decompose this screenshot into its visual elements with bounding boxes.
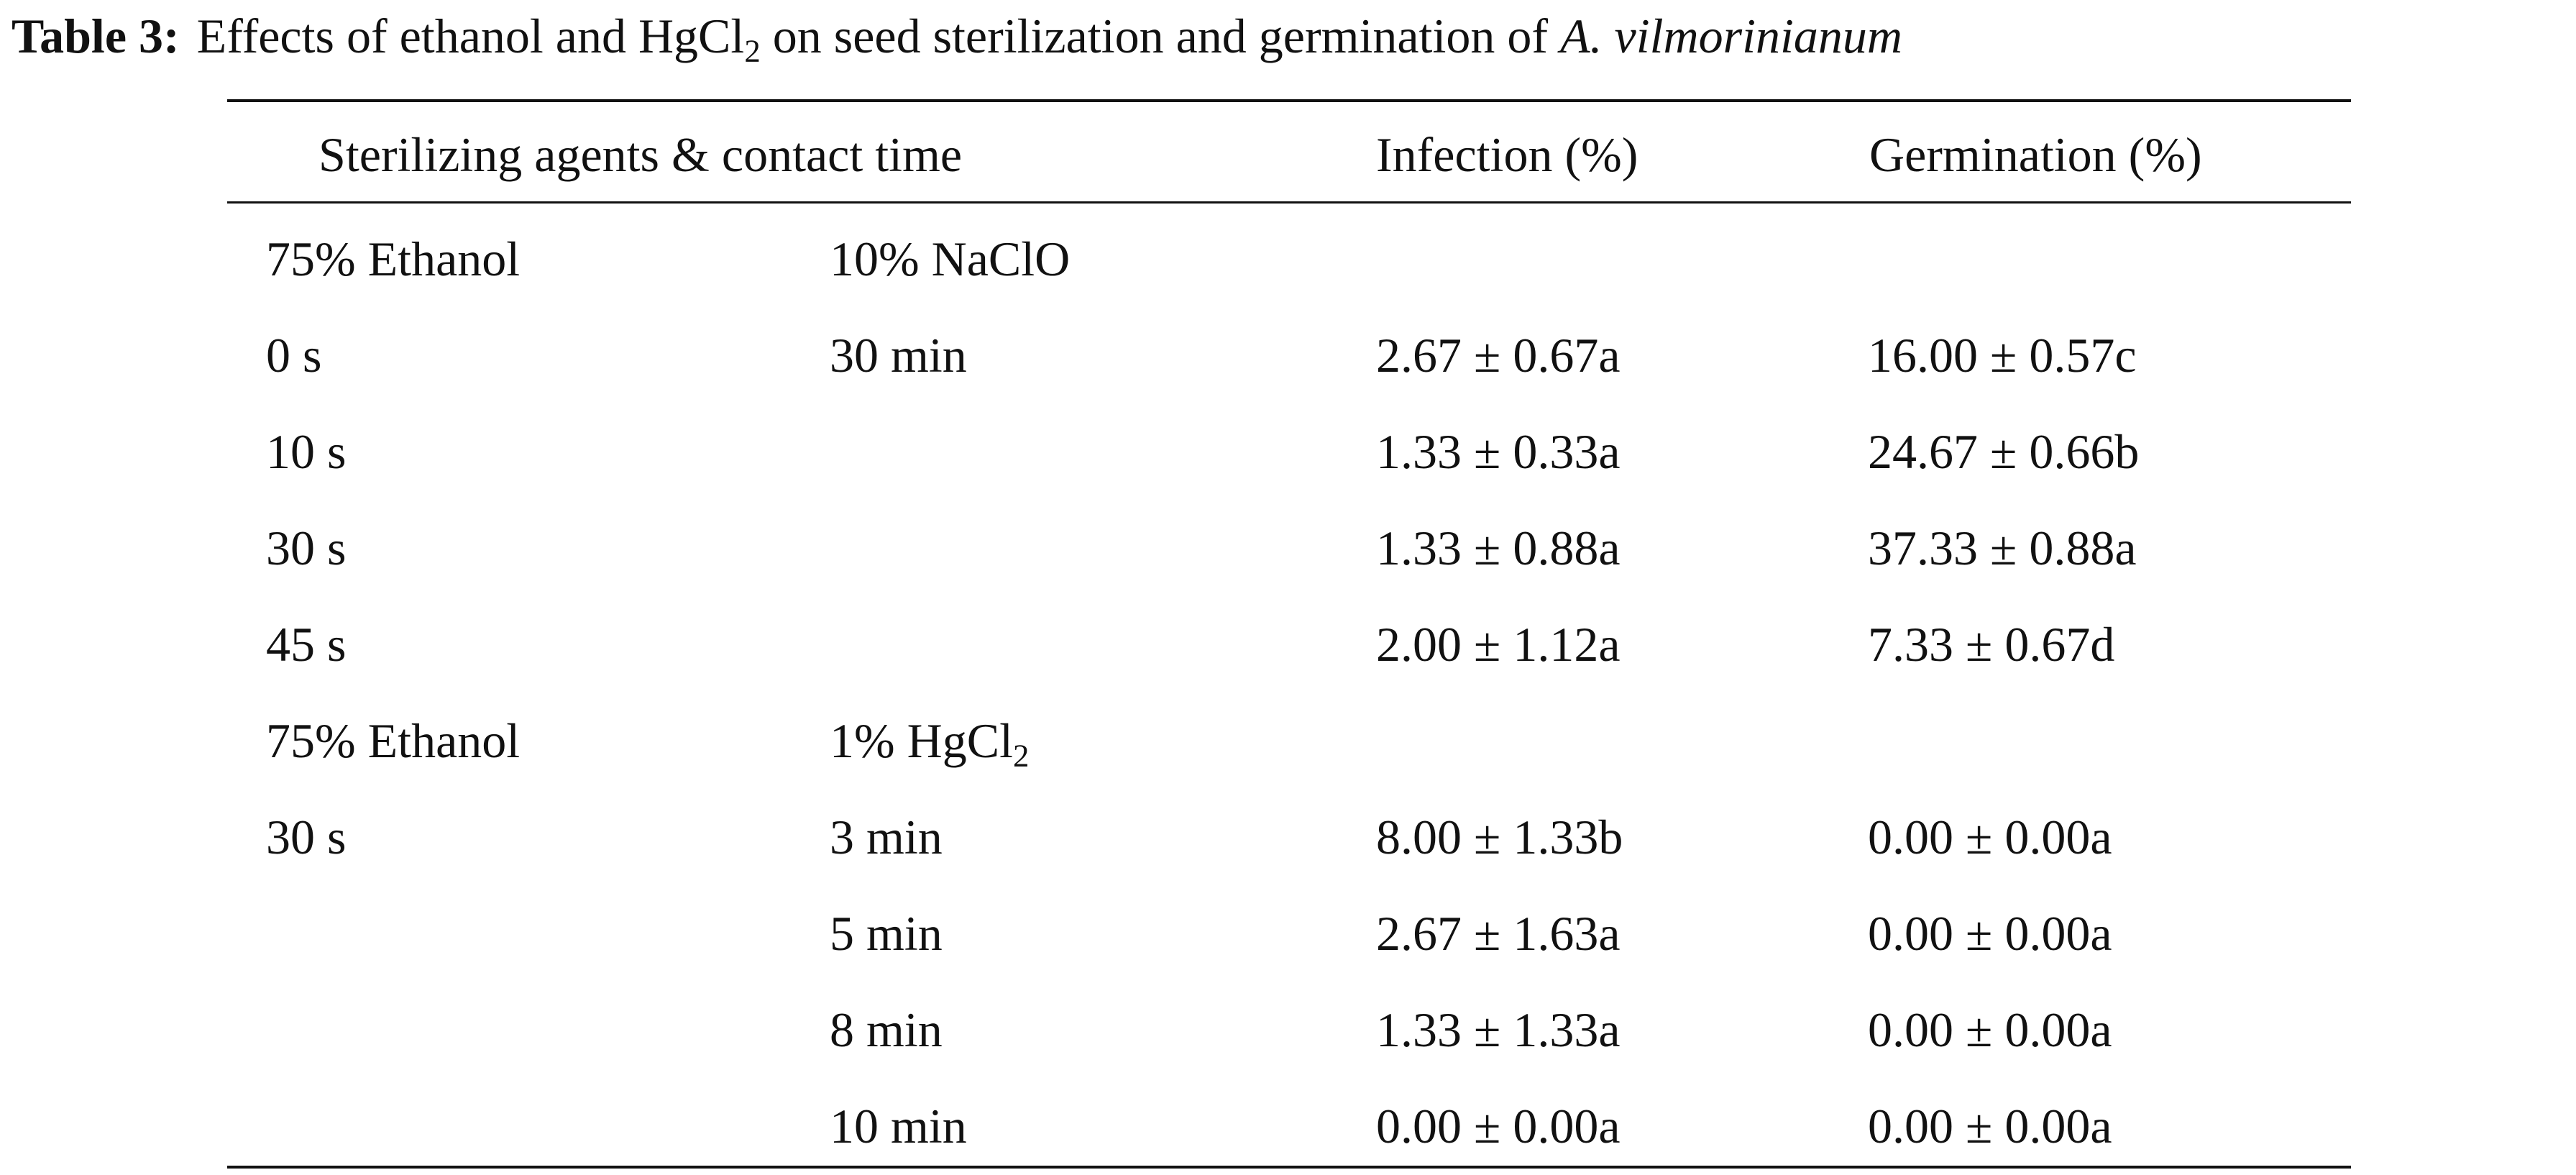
cell-germination: 0.00 ± 0.00a bbox=[1868, 801, 2112, 873]
cell-infection: 1.33 ± 0.33a bbox=[1376, 416, 1621, 488]
table-bottom-rule bbox=[227, 1166, 2351, 1169]
cell-agent: 8 min bbox=[830, 994, 943, 1066]
header-infection: Infection (%) bbox=[1376, 127, 1638, 182]
cell-text: 5 min bbox=[830, 906, 943, 961]
cell-text: 10% NaClO bbox=[830, 232, 1071, 286]
cell-agent: 10 min bbox=[830, 1090, 967, 1162]
cell-text: 30 min bbox=[830, 328, 967, 383]
cell-text: 0.00 ± 0.00a bbox=[1868, 810, 2112, 864]
cell-text: 7.33 ± 0.67d bbox=[1868, 617, 2115, 672]
cell-germination: 24.67 ± 0.66b bbox=[1868, 416, 2139, 488]
cell-germination: 0.00 ± 0.00a bbox=[1868, 1090, 2112, 1162]
cell-text: 45 s bbox=[266, 617, 347, 672]
cell-ethanol: 75% Ethanol bbox=[266, 223, 520, 295]
cell-text: 16.00 ± 0.57c bbox=[1868, 328, 2137, 383]
caption-species: A. vilmorinianum bbox=[1560, 9, 1902, 63]
cell-text: 0.00 ± 0.00a bbox=[1376, 1099, 1621, 1153]
cell-text: 10 min bbox=[830, 1099, 967, 1153]
cell-agent: 5 min bbox=[830, 897, 943, 969]
cell-infection: 2.67 ± 1.63a bbox=[1376, 897, 1621, 969]
cell-text: 1% HgCl bbox=[830, 713, 1013, 768]
cell-agent: 3 min bbox=[830, 801, 943, 873]
table-top-rule bbox=[227, 99, 2351, 102]
cell-germination: 0.00 ± 0.00a bbox=[1868, 994, 2112, 1066]
cell-agent: 1% HgCl2 bbox=[830, 705, 1029, 777]
cell-text: 8 min bbox=[830, 1002, 943, 1057]
cell-germination: 0.00 ± 0.00a bbox=[1868, 897, 2112, 969]
cell-agent: 30 min bbox=[830, 319, 967, 391]
cell-text: 75% Ethanol bbox=[266, 713, 521, 768]
cell-germination: 7.33 ± 0.67d bbox=[1868, 608, 2114, 680]
cell-infection: 1.33 ± 1.33a bbox=[1376, 994, 1621, 1066]
cell-germination: 37.33 ± 0.88a bbox=[1868, 512, 2137, 584]
table-header-rule bbox=[227, 201, 2351, 204]
cell-infection: 0.00 ± 0.00a bbox=[1376, 1090, 1621, 1162]
cell-infection: 1.33 ± 0.88a bbox=[1376, 512, 1621, 584]
cell-subscript: 2 bbox=[1013, 737, 1030, 774]
cell-ethanol: 75% Ethanol bbox=[266, 705, 520, 777]
cell-text: 8.00 ± 1.33b bbox=[1376, 810, 1623, 864]
cell-text: 30 s bbox=[266, 521, 347, 575]
cell-text: 0.00 ± 0.00a bbox=[1868, 906, 2112, 961]
cell-text: 24.67 ± 0.66b bbox=[1868, 424, 2140, 479]
cell-infection: 8.00 ± 1.33b bbox=[1376, 801, 1623, 873]
cell-text: 0.00 ± 0.00a bbox=[1868, 1002, 2112, 1057]
cell-agent: 10% NaClO bbox=[830, 223, 1070, 295]
table-caption: Table 3: Effects of ethanol and HgCl2 on … bbox=[12, 0, 1902, 72]
cell-ethanol: 30 s bbox=[266, 512, 346, 584]
cell-ethanol: 10 s bbox=[266, 416, 346, 488]
cell-text: 1.33 ± 1.33a bbox=[1376, 1002, 1621, 1057]
cell-germination: 16.00 ± 0.57c bbox=[1868, 319, 2137, 391]
caption-text: Effects of ethanol and HgCl bbox=[196, 9, 745, 63]
cell-text: 75% Ethanol bbox=[266, 232, 521, 286]
cell-ethanol: 45 s bbox=[266, 608, 346, 680]
cell-text: 0 s bbox=[266, 328, 322, 383]
cell-text: 2.67 ± 1.63a bbox=[1376, 906, 1621, 961]
header-germination: Germination (%) bbox=[1869, 127, 2202, 182]
cell-text: 37.33 ± 0.88a bbox=[1868, 521, 2137, 575]
caption-label: Table 3: bbox=[12, 9, 180, 63]
cell-text: 3 min bbox=[830, 810, 943, 864]
cell-ethanol: 30 s bbox=[266, 801, 346, 873]
cell-text: 2.00 ± 1.12a bbox=[1376, 617, 1621, 672]
cell-infection: 2.00 ± 1.12a bbox=[1376, 608, 1621, 680]
header-sterilizing-agents: Sterilizing agents & contact time bbox=[318, 127, 963, 182]
caption-text-after: on seed sterilization and germination of bbox=[760, 9, 1560, 63]
caption-subscript: 2 bbox=[744, 32, 761, 69]
cell-text: 0.00 ± 0.00a bbox=[1868, 1099, 2112, 1153]
cell-text: 1.33 ± 0.33a bbox=[1376, 424, 1621, 479]
cell-ethanol: 0 s bbox=[266, 319, 321, 391]
cell-infection: 2.67 ± 0.67a bbox=[1376, 319, 1621, 391]
cell-text: 2.67 ± 0.67a bbox=[1376, 328, 1621, 383]
cell-text: 10 s bbox=[266, 424, 347, 479]
cell-text: 1.33 ± 0.88a bbox=[1376, 521, 1621, 575]
cell-text: 30 s bbox=[266, 810, 347, 864]
